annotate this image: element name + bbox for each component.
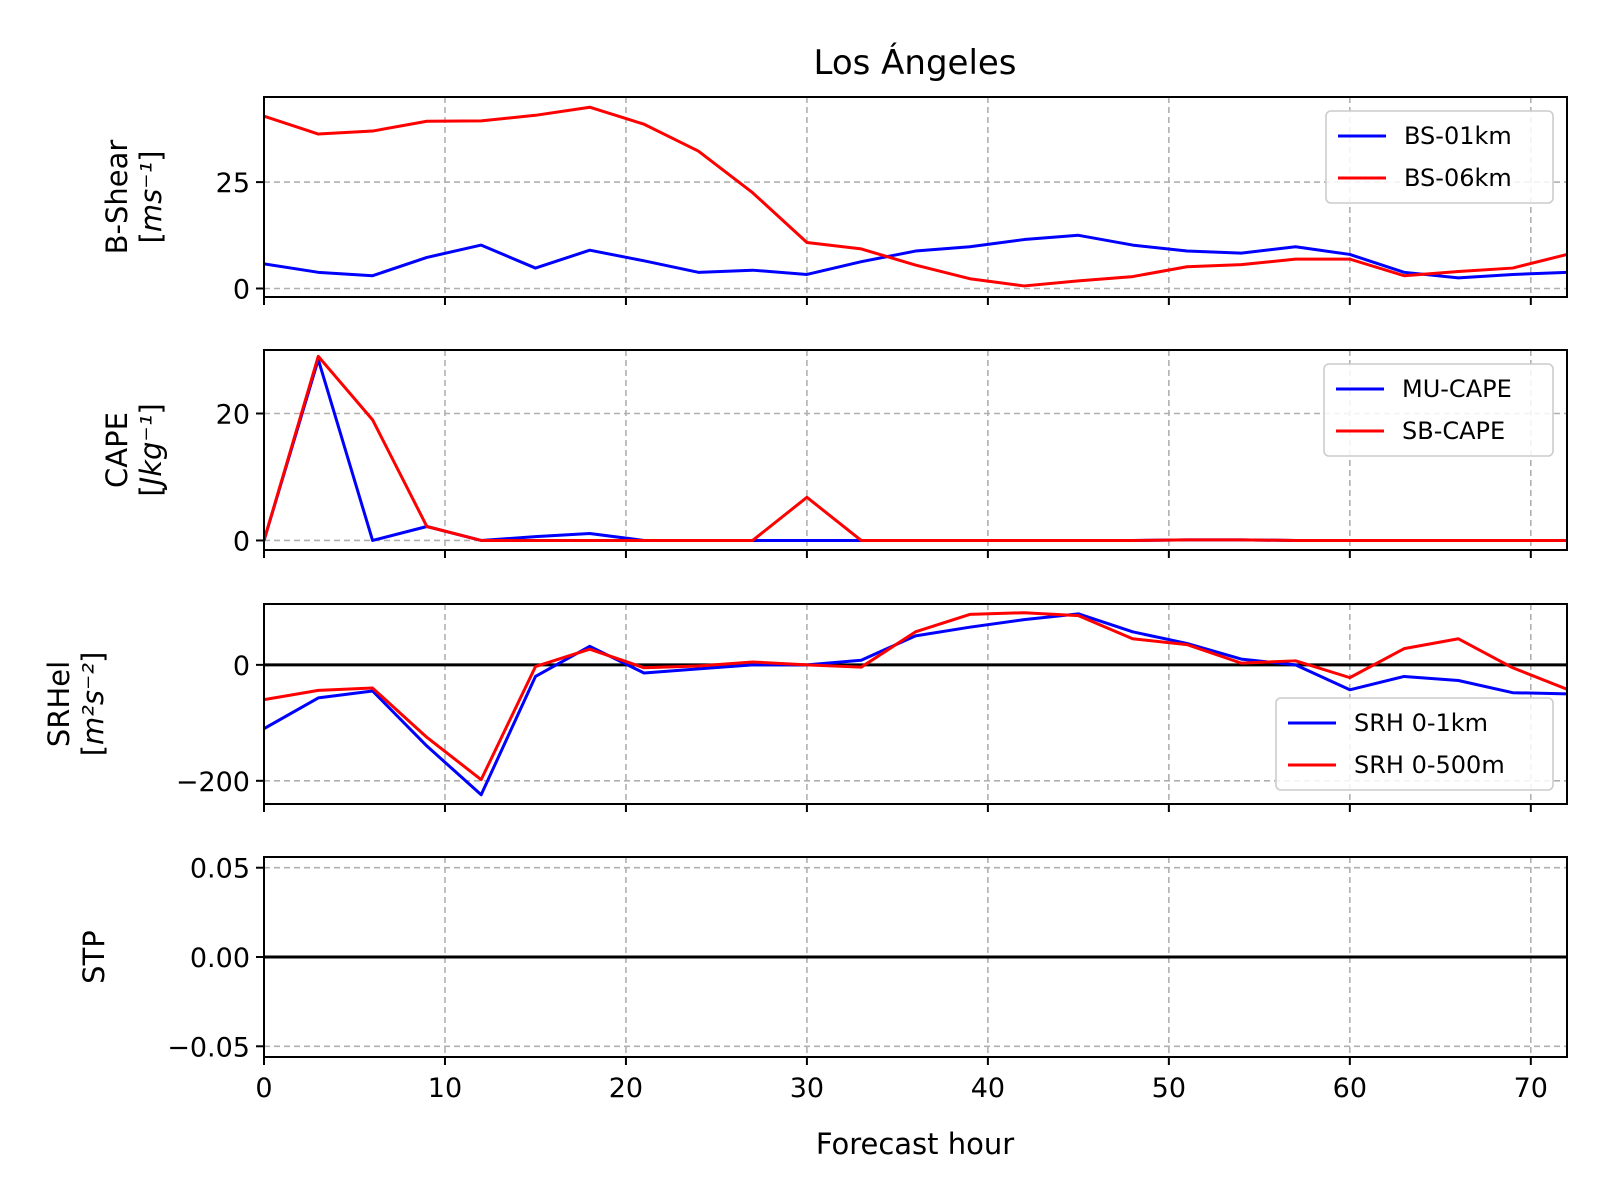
y-axis-label: B-Shear [100, 140, 134, 255]
y-axis-unit: [m²s⁻²] [76, 652, 110, 757]
x-tick-label: 20 [609, 1073, 643, 1104]
legend-frame [1325, 110, 1554, 204]
series-sb-cape [264, 354, 1567, 542]
legend-frame [1275, 697, 1554, 791]
series-bs-01km [264, 233, 1567, 280]
y-tick-label: −0.05 [167, 1032, 250, 1063]
legend: BS-01km BS-06km [1325, 110, 1554, 204]
y-tick-label: 20 [216, 399, 250, 430]
x-tick-label: 70 [1514, 1073, 1548, 1104]
x-tick-label: 40 [971, 1073, 1005, 1104]
panel-2: 0 20 CAPE[Jkg⁻¹] MU-CAPE SB-CAPE [100, 349, 1568, 558]
axes-frame [263, 603, 1568, 805]
y-axis-label: CAPE [100, 412, 134, 488]
x-tick-label: 50 [1152, 1073, 1186, 1104]
legend: SRH 0-1km SRH 0-500m [1275, 697, 1554, 791]
axes-frame [263, 96, 1568, 298]
y-tick-label: 25 [216, 168, 250, 199]
y-axis-unit: [Jkg⁻¹] [134, 403, 168, 496]
axes-frame [263, 349, 1568, 551]
y-axis-label: SRHel [42, 661, 76, 747]
legend-frame [1323, 363, 1554, 457]
panel-4: 0 10 20 30 40 50 60 70 −0.05 0.00 0.05 STP [77, 854, 1568, 1104]
x-tick-label: 10 [428, 1073, 462, 1104]
y-tick-label: 0.00 [190, 943, 250, 974]
legend-entry: BS-01km [1404, 122, 1512, 150]
y-tick-label: 0 [233, 651, 250, 682]
panel-3: −200 0 SRHel[m²s⁻²] SRH 0-1km SRH 0-500m [42, 603, 1568, 812]
legend-entry: SRH 0-500m [1354, 751, 1505, 779]
y-tick-label: 0.05 [190, 854, 250, 885]
series-bs-06km [264, 105, 1567, 288]
x-tick-label: 60 [1333, 1073, 1367, 1104]
y-tick-label: 0 [233, 526, 250, 557]
panels: 0 25 B-Shear [ms⁻¹] BS-01km BS-06km 0 20 CAPE[Jk… [42, 96, 1568, 1104]
legend: MU-CAPE SB-CAPE [1323, 363, 1554, 457]
y-axis-label: STP [77, 930, 111, 984]
series-srh-0-1km [264, 612, 1567, 797]
x-tick-label: 30 [790, 1073, 824, 1104]
panel-1: 0 25 B-Shear [ms⁻¹] BS-01km BS-06km [100, 96, 1568, 305]
x-tick-label: 0 [255, 1073, 272, 1104]
y-tick-label: −200 [176, 767, 250, 798]
legend-entry: SB-CAPE [1402, 417, 1505, 445]
series-srh-0-500m [264, 611, 1567, 782]
legend-entry: SRH 0-1km [1354, 709, 1488, 737]
legend-entry: BS-06km [1404, 164, 1512, 192]
y-tick-label: 0 [233, 274, 250, 305]
x-axis-label: Forecast hour [816, 1127, 1014, 1161]
figure-title: Los Ángeles [813, 42, 1016, 83]
y-axis-unit: [ms⁻¹] [134, 151, 168, 244]
legend-entry: MU-CAPE [1402, 375, 1512, 403]
